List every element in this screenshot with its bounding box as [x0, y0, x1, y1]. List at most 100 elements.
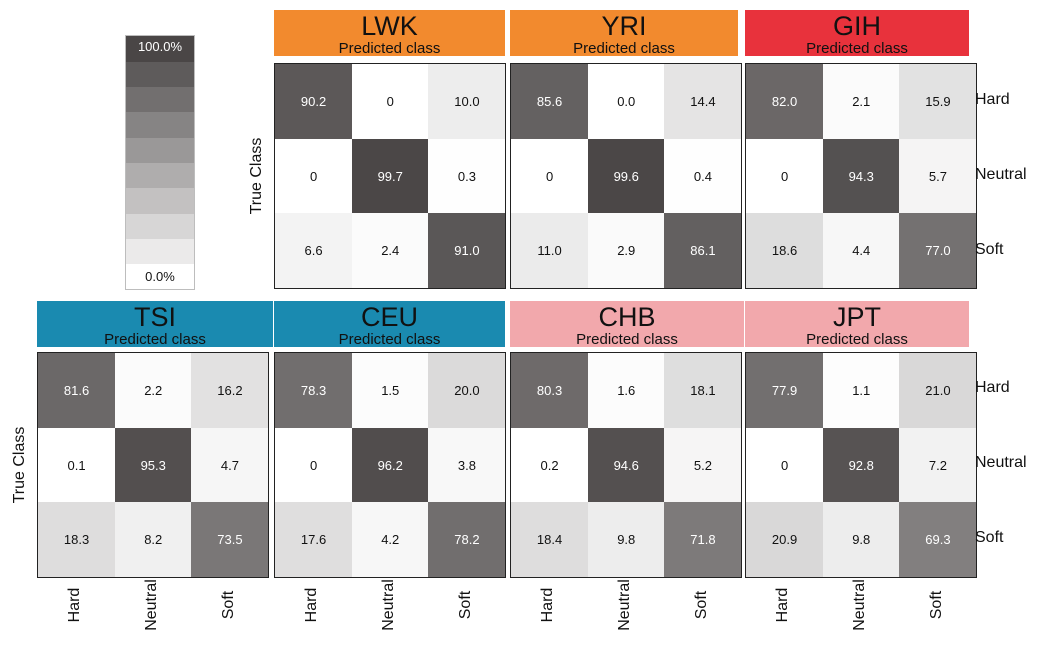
predicted-class-label-neutral: Neutral	[380, 579, 397, 631]
colorbar-step	[126, 263, 194, 290]
predicted-class-label-hard: Hard	[774, 587, 792, 623]
panel-title: GIH	[832, 11, 881, 41]
colorbar-step	[126, 111, 194, 138]
predicted-class-label: Predicted class	[104, 331, 206, 348]
panel-title: LWK	[361, 11, 418, 41]
panel-header-jpt: JPT Predicted class	[745, 301, 969, 347]
panel-header-lwk: LWK Predicted class	[274, 10, 505, 56]
predicted-class-label-soft: Soft	[692, 590, 710, 620]
matrix-cell: 5.7	[899, 138, 977, 214]
panel-header-ceu: CEU Predicted class	[274, 301, 505, 347]
matrix-cell: 10.0	[428, 64, 506, 140]
matrix-cell: 85.6	[511, 64, 589, 140]
matrix-cell: 15.9	[899, 64, 977, 140]
matrix-cell: 77.0	[899, 213, 977, 289]
matrix-cell: 69.3	[899, 502, 977, 578]
matrix-cell: 81.6	[38, 353, 116, 429]
matrix-cell: 2.2	[114, 353, 192, 429]
matrix-cell: 0.1	[38, 427, 116, 503]
matrix-cell: 11.0	[511, 213, 589, 289]
matrix-cell: 80.3	[511, 353, 589, 429]
matrix-cell: 86.1	[664, 213, 742, 289]
matrix-cell: 8.2	[114, 502, 192, 578]
predicted-class-label: Predicted class	[338, 331, 441, 348]
true-class-label-neutral: Neutral	[975, 454, 1027, 471]
confusion-matrix-ceu: 78.3 1.5 20.0 0 96.2 3.8 17.6 4.2 78.2	[274, 352, 506, 578]
true-class-axis-label: True Class	[248, 137, 265, 215]
matrix-cell: 99.7	[351, 138, 429, 214]
panel-header-gih: GIH Predicted class	[745, 10, 969, 56]
predicted-class-label: Predicted class	[338, 40, 441, 57]
matrix-cell: 2.4	[351, 213, 429, 289]
true-class-label-soft: Soft	[975, 529, 1004, 546]
matrix-cell: 99.6	[587, 138, 665, 214]
predicted-class-label-neutral: Neutral	[616, 579, 633, 631]
matrix-cell: 2.9	[587, 213, 665, 289]
matrix-cell: 95.3	[114, 427, 192, 503]
predicted-class-label-soft: Soft	[927, 590, 945, 620]
matrix-cell: 0	[511, 138, 589, 214]
predicted-class-label-hard: Hard	[303, 587, 321, 623]
predicted-class-label-soft: Soft	[219, 590, 237, 620]
matrix-cell: 90.2	[275, 64, 353, 140]
panel-title: YRI	[601, 11, 647, 41]
confusion-matrix-chb: 80.3 1.6 18.1 0.2 94.6 5.2 18.4 9.8 71.8	[510, 352, 742, 578]
panel-header-tsi: TSI Predicted class	[37, 301, 273, 347]
matrix-cell: 6.6	[275, 213, 353, 289]
predicted-class-label: Predicted class	[806, 331, 908, 348]
panel-title: CHB	[598, 302, 656, 332]
confusion-matrix-yri: 85.6 0.0 14.4 0 99.6 0.4 11.0 2.9 86.1	[510, 63, 742, 289]
matrix-cell: 0	[351, 64, 429, 140]
predicted-class-label: Predicted class	[806, 40, 908, 57]
predicted-class-label: Predicted class	[576, 331, 678, 348]
predicted-class-label-hard: Hard	[539, 587, 557, 623]
matrix-cell: 9.8	[587, 502, 665, 578]
matrix-cell: 77.9	[746, 353, 824, 429]
colorbar-step	[126, 187, 194, 214]
confusion-matrix-tsi: 81.6 2.2 16.2 0.1 95.3 4.7 18.3 8.2 73.5	[37, 352, 269, 578]
matrix-cell: 20.0	[428, 353, 506, 429]
matrix-cell: 0	[746, 138, 824, 214]
matrix-cell: 1.1	[822, 353, 900, 429]
matrix-cell: 0	[275, 427, 353, 503]
matrix-cell: 92.8	[822, 427, 900, 503]
matrix-cell: 18.6	[746, 213, 824, 289]
matrix-cell: 71.8	[664, 502, 742, 578]
colorbar-step	[126, 137, 194, 163]
matrix-cell: 20.9	[746, 502, 824, 578]
matrix-cell: 4.2	[351, 502, 429, 578]
colorbar-step	[126, 61, 194, 88]
matrix-cell: 1.5	[351, 353, 429, 429]
colorbar-min-label: 0.0%	[145, 269, 175, 284]
matrix-cell: 82.0	[746, 64, 824, 140]
true-class-label-hard: Hard	[975, 91, 1010, 108]
matrix-cell: 4.4	[822, 213, 900, 289]
matrix-cell: 0.2	[511, 427, 589, 503]
matrix-cell: 18.3	[38, 502, 116, 578]
colorbar-step	[126, 213, 194, 239]
true-class-label-neutral: Neutral	[975, 166, 1027, 183]
matrix-cell: 14.4	[664, 64, 742, 140]
panel-title: JPT	[832, 302, 881, 332]
confusion-matrix-jpt: 77.9 1.1 21.0 0 92.8 7.2 20.9 9.8 69.3	[745, 352, 977, 578]
predicted-class-label: Predicted class	[573, 40, 675, 57]
matrix-cell: 1.6	[587, 353, 665, 429]
matrix-cell: 94.3	[822, 138, 900, 214]
colorbar-step	[126, 162, 194, 189]
matrix-cell: 0.3	[428, 138, 506, 214]
matrix-cell: 0	[746, 427, 824, 503]
panel-title: TSI	[133, 302, 176, 332]
matrix-cell: 16.2	[191, 353, 269, 429]
matrix-cell: 78.3	[275, 353, 353, 429]
panel-header-yri: YRI Predicted class	[510, 10, 738, 56]
predicted-class-label-hard: Hard	[66, 587, 84, 623]
colorbar-legend: 100.0% 0.0%	[125, 35, 195, 290]
colorbar-step	[126, 86, 194, 113]
matrix-cell: 94.6	[587, 427, 665, 503]
colorbar-step	[126, 238, 194, 265]
matrix-cell: 7.2	[899, 427, 977, 503]
true-class-label-hard: Hard	[975, 379, 1010, 396]
matrix-cell: 2.1	[822, 64, 900, 140]
matrix-cell: 4.7	[191, 427, 269, 503]
matrix-cell: 0	[275, 138, 353, 214]
